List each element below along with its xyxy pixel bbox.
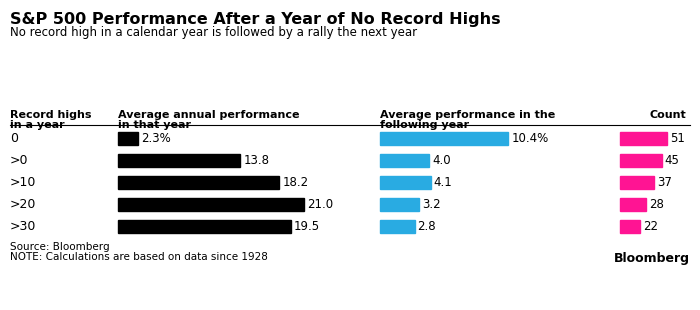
Text: >0: >0 [10,153,29,166]
Bar [380,175,430,188]
Text: 37: 37 [657,175,672,188]
Text: Source: Bloomberg: Source: Bloomberg [10,242,110,252]
Text: 18.2: 18.2 [282,175,309,188]
Bar [118,219,290,232]
Text: 22: 22 [643,219,659,232]
Text: No record high in a calendar year is followed by a rally the next year: No record high in a calendar year is fol… [10,26,417,39]
Bar [118,197,304,210]
Text: following year: following year [380,120,469,130]
Bar [380,131,508,144]
Text: 3.2: 3.2 [423,197,441,210]
Bar [380,197,419,210]
Text: Bloomberg: Bloomberg [614,252,690,265]
Text: 13.8: 13.8 [244,153,270,166]
Text: S&P 500 Performance After a Year of No Record Highs: S&P 500 Performance After a Year of No R… [10,12,500,27]
Text: 2.8: 2.8 [417,219,436,232]
Bar [380,219,414,232]
Text: 19.5: 19.5 [294,219,320,232]
Text: Record highs: Record highs [10,110,92,120]
Text: NOTE: Calculations are based on data since 1928: NOTE: Calculations are based on data sin… [10,252,268,262]
Text: >20: >20 [10,197,36,210]
Bar [620,175,655,188]
Bar [620,131,667,144]
Text: 21.0: 21.0 [307,197,333,210]
Bar [118,175,279,188]
Text: 4.1: 4.1 [433,175,452,188]
Bar [118,131,139,144]
Bar [620,219,641,232]
Text: 51: 51 [671,131,685,144]
Text: Average performance in the: Average performance in the [380,110,555,120]
Bar [118,153,240,166]
Text: Average annual performance: Average annual performance [118,110,300,120]
Text: 0: 0 [10,131,18,144]
Text: 10.4%: 10.4% [511,131,549,144]
Bar [380,153,429,166]
Text: 4.0: 4.0 [433,153,451,166]
Bar [620,197,646,210]
Text: >10: >10 [10,175,36,188]
Text: 28: 28 [649,197,664,210]
Text: 2.3%: 2.3% [141,131,171,144]
Text: >30: >30 [10,219,36,232]
Text: 45: 45 [665,153,680,166]
Text: Count: Count [650,110,687,120]
Text: in a year: in a year [10,120,64,130]
Bar [620,153,662,166]
Text: in that year: in that year [118,120,191,130]
